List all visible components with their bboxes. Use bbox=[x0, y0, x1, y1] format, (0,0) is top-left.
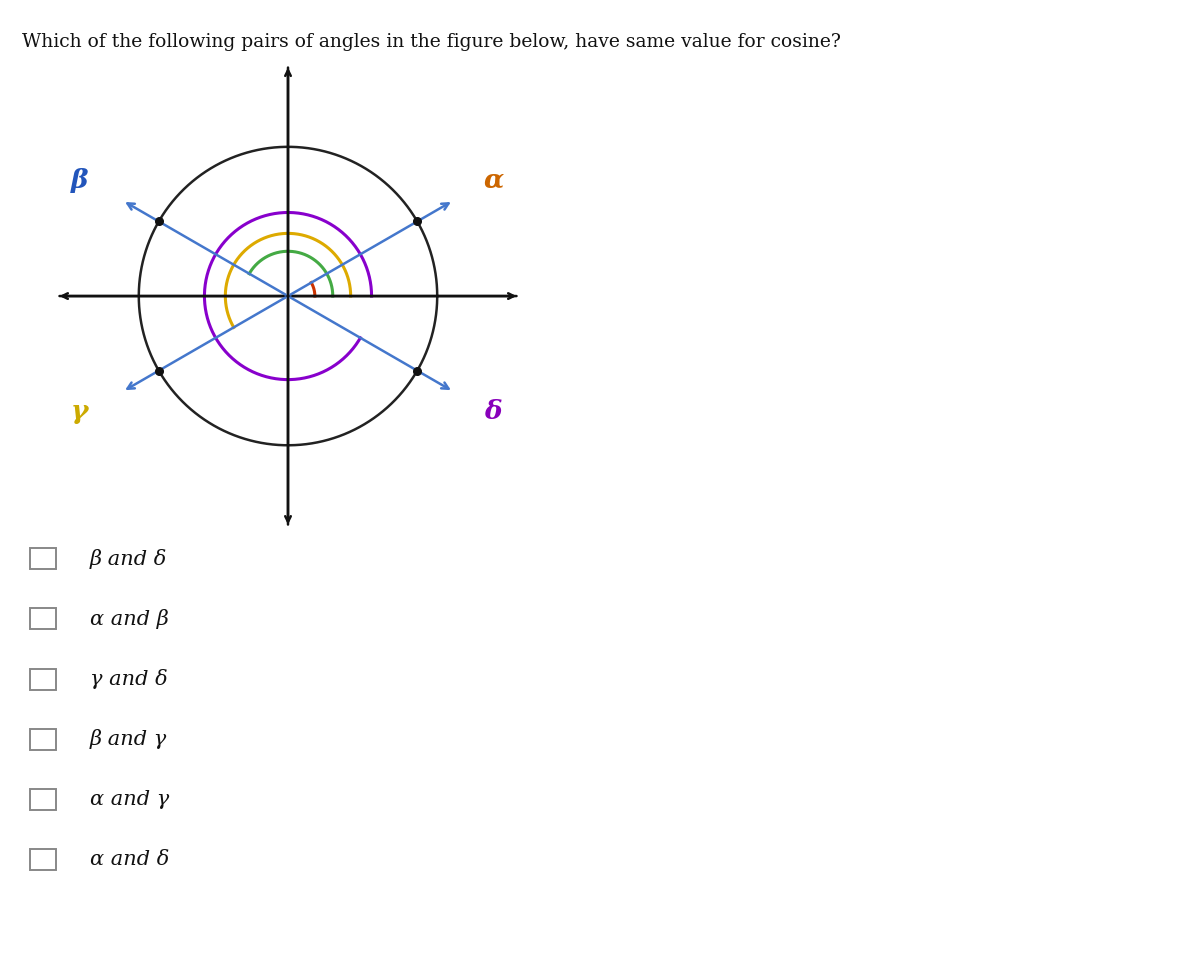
Text: α: α bbox=[484, 168, 504, 193]
Text: α and γ: α and γ bbox=[90, 790, 169, 809]
Text: β and δ: β and δ bbox=[90, 549, 167, 568]
Text: α and δ: α and δ bbox=[90, 850, 169, 869]
Text: δ: δ bbox=[485, 399, 502, 424]
Text: β and γ: β and γ bbox=[90, 730, 167, 749]
Text: γ and δ: γ and δ bbox=[90, 669, 168, 689]
Text: γ: γ bbox=[71, 399, 89, 424]
Text: Which of the following pairs of angles in the figure below, have same value for : Which of the following pairs of angles i… bbox=[22, 33, 840, 52]
Text: α and β: α and β bbox=[90, 609, 169, 628]
Text: β: β bbox=[71, 168, 89, 193]
